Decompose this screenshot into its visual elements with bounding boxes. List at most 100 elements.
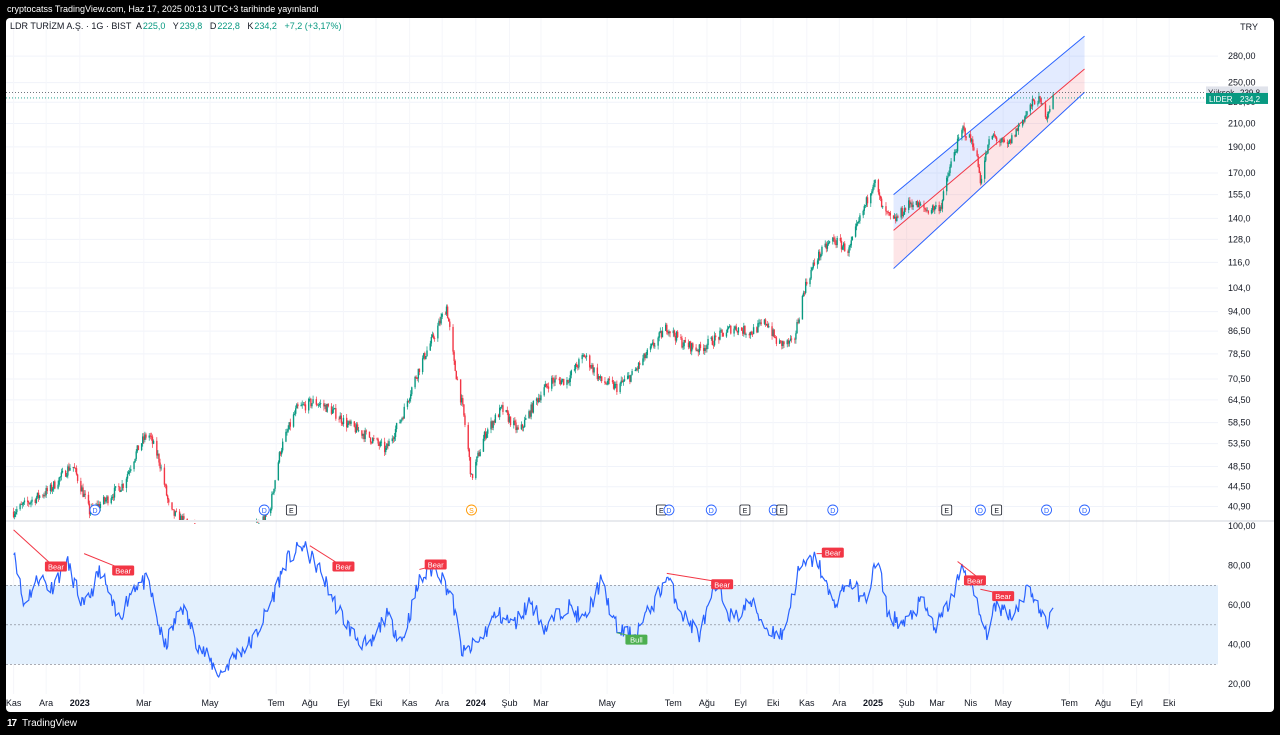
candle-body — [114, 486, 117, 488]
candle-body — [878, 192, 881, 196]
candle-body — [493, 421, 495, 423]
event-marker-label: E — [779, 508, 784, 515]
candle-body — [887, 211, 889, 213]
price-tick-label: 104,0 — [1228, 283, 1251, 293]
candle-body — [631, 371, 633, 375]
candle-body — [363, 433, 365, 440]
candle-body — [911, 203, 913, 208]
brand-name[interactable]: TradingView — [22, 718, 78, 729]
time-tick-label: Kas — [6, 698, 22, 708]
candle-body — [619, 383, 621, 393]
currency-label[interactable]: TRY — [1240, 22, 1258, 32]
candle-body — [801, 295, 804, 320]
candle-body — [104, 497, 106, 502]
candle-body — [733, 328, 735, 334]
candle-body — [774, 337, 776, 338]
candle-body — [379, 442, 382, 446]
candle-body — [915, 201, 918, 205]
candle-body — [168, 499, 170, 503]
candle-body — [889, 212, 892, 216]
change-value: +7,2 (+3,17%) — [284, 21, 342, 31]
candle-body — [835, 243, 837, 246]
candle-body — [316, 404, 319, 406]
candle-body — [654, 345, 656, 347]
candle-body — [81, 487, 83, 492]
candle-body — [555, 378, 557, 380]
symbol-name: LDR TURİZM A.Ş. · 1G · BIST — [10, 21, 132, 31]
candle-body — [399, 422, 401, 424]
candle-body — [740, 327, 743, 331]
candle-body — [547, 386, 550, 389]
footer-bar: 17 TradingView — [0, 712, 1280, 735]
event-marker-label: D — [1082, 508, 1087, 515]
candle-body — [418, 368, 421, 373]
candle-body — [826, 244, 829, 249]
event-marker-label: D — [92, 508, 97, 515]
low-value: 222,8 — [217, 21, 240, 31]
candle-body — [1048, 111, 1050, 114]
candle-body — [950, 161, 952, 167]
candle-body — [553, 380, 555, 383]
candle-body — [325, 405, 327, 412]
event-marker-label: D — [772, 508, 777, 515]
candle-body — [376, 438, 378, 440]
candle-body — [938, 205, 940, 212]
low-label: D — [209, 21, 217, 31]
candle-body — [178, 511, 181, 520]
price-tick-label: 48,50 — [1228, 462, 1251, 472]
time-tick-label: Eyl — [337, 698, 350, 708]
candle-body — [1049, 108, 1051, 112]
candle-body — [968, 134, 971, 138]
candle-body — [764, 319, 767, 325]
candle-body — [357, 430, 360, 432]
candle-body — [23, 500, 26, 503]
candle-body — [386, 443, 388, 449]
price-tick-label: 116,0 — [1228, 257, 1250, 267]
candle-body — [30, 501, 32, 504]
candle-body — [1031, 99, 1034, 107]
candle-body — [120, 490, 122, 492]
candle-body — [487, 429, 489, 434]
time-tick-label: Ara — [832, 698, 846, 708]
candle-body — [644, 353, 646, 359]
candle-body — [119, 486, 121, 492]
candle-body — [1030, 104, 1033, 107]
candle-body — [160, 467, 162, 469]
candle-body — [173, 509, 175, 516]
candle-body — [908, 200, 910, 210]
candle-body — [175, 511, 178, 513]
candle-body — [820, 254, 822, 258]
tradingview-logo-icon[interactable]: 17 — [7, 718, 17, 729]
candle-body — [752, 327, 755, 335]
candle-body — [942, 191, 945, 201]
channel-upper-fill — [893, 36, 1085, 231]
last-tag-label-bg — [1206, 92, 1238, 104]
candle-body — [893, 216, 896, 219]
candle-body — [757, 323, 759, 333]
candle-body — [727, 326, 730, 329]
candle-body — [53, 481, 55, 489]
candle-body — [37, 492, 40, 498]
regression-channel — [893, 35, 1085, 269]
candle-body — [1039, 96, 1041, 99]
candle-body — [979, 172, 982, 184]
earnings-marker — [739, 504, 751, 516]
candle-body — [402, 418, 404, 419]
candle-body — [448, 317, 450, 322]
candle-body — [590, 367, 592, 369]
candle-body — [627, 375, 629, 380]
candle-body — [566, 379, 568, 385]
candle-body — [596, 367, 599, 380]
candle-body — [50, 484, 53, 491]
candle-body — [164, 484, 167, 486]
candle-body — [143, 436, 145, 440]
rsi-tick-label: 100,00 — [1228, 521, 1256, 531]
candle-body — [107, 496, 109, 504]
channel-lower-line — [893, 91, 1085, 269]
candle-body — [478, 452, 480, 457]
candle-body — [865, 197, 868, 206]
candle-body — [323, 403, 325, 407]
candle-body — [449, 321, 451, 327]
